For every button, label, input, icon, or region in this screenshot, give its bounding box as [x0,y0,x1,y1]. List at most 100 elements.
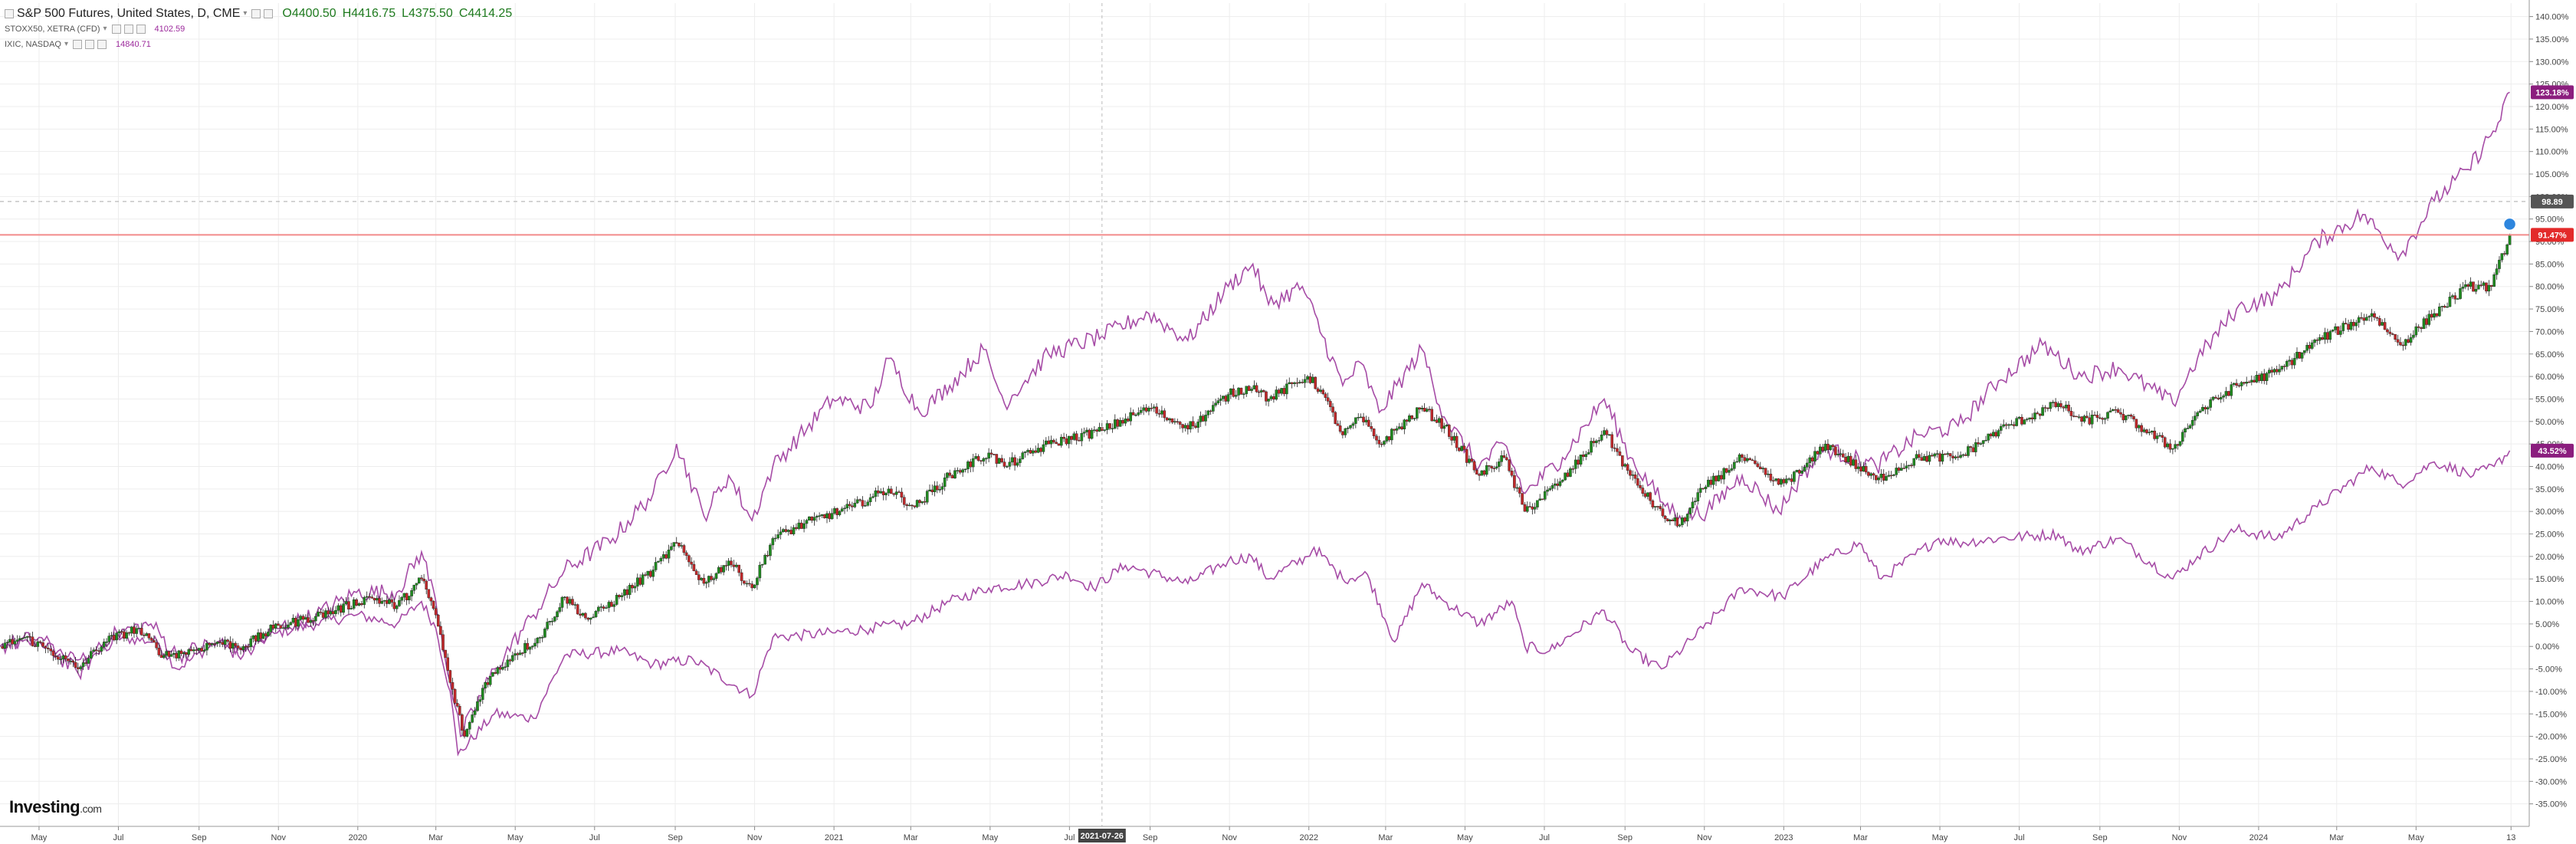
candle [110,635,113,636]
candle [1426,409,1429,412]
y-tick-label: -15.00% [2535,710,2567,719]
candle [2420,327,2423,329]
candle [1003,461,1006,467]
candle [8,639,11,642]
candle [1252,385,1256,389]
candle [987,452,990,459]
candle [1577,459,1580,465]
candle [1907,465,1911,466]
candle [257,632,260,642]
candle [710,576,713,580]
candle [648,570,652,577]
candle [1470,458,1474,462]
candle [378,598,381,604]
chevron-down-icon[interactable]: ▾ [64,40,68,48]
candle [1285,383,1288,395]
candle [1971,447,1975,452]
candle [1124,419,1127,424]
eye-icon[interactable] [111,25,121,34]
candle [843,507,846,510]
candle [455,703,459,707]
candle [2321,337,2324,340]
candle [877,490,880,494]
collapse-icon[interactable] [5,9,14,18]
candle [835,508,838,515]
eye-icon[interactable] [73,40,82,49]
candle [1758,466,1762,470]
candle [504,666,507,668]
candle [556,611,559,617]
candle [2286,361,2289,367]
candle [958,470,962,473]
close-icon[interactable] [136,25,146,34]
y-tick-label: 5.00% [2535,620,2559,629]
candle [1810,457,1814,461]
candle [317,611,320,617]
candle [1513,475,1516,488]
candle [291,618,295,623]
investing-logo[interactable]: Investing.com [9,797,102,817]
close-icon[interactable] [97,40,107,49]
candle [2381,322,2384,326]
candle [376,598,379,601]
candle [887,488,891,494]
candle [1121,420,1124,424]
candle [838,511,842,515]
candle [1533,507,1537,510]
candle [1859,466,1862,471]
value-badge: 123.18% [2535,88,2569,97]
candle [1129,412,1132,422]
candle [776,534,779,539]
candle [155,642,158,649]
y-tick-label: 40.00% [2535,462,2565,471]
candle [1554,483,1557,486]
legend-low: L4375.50 [402,7,453,20]
candle [103,642,106,647]
candle [1787,478,1790,480]
legend-series2-row: STOXX50, XETRA (CFD) ▾ 4102.59 [5,21,512,37]
candle [1319,389,1322,392]
candle [1816,451,1820,455]
candle [1316,388,1320,392]
settings-icon[interactable] [85,40,94,49]
candle [1603,430,1606,435]
y-axis[interactable]: 140.00%135.00%130.00%125.00%120.00%115.0… [2528,0,2574,826]
close-icon[interactable] [264,9,274,18]
x-tick-label: Sep [1143,833,1158,842]
candle [1508,459,1511,471]
settings-icon[interactable] [123,25,133,34]
candle [936,485,939,491]
candle [2069,411,2073,416]
candle [2479,284,2482,286]
candle [2124,415,2128,421]
candle [1103,429,1107,431]
candle [866,501,870,506]
candle [930,489,934,492]
candle [2377,318,2381,326]
candle [1298,382,1301,383]
candle [2300,352,2304,359]
candle [57,656,60,660]
candle [2129,415,2133,417]
x-axis[interactable]: May Jul Sep Nov 2020 Mar May Jul Sep Nov 2021 Mar Ma… [0,826,2529,842]
candle [2140,425,2143,432]
chevron-down-icon[interactable]: ▾ [243,9,248,18]
candle [1733,461,1736,469]
candle [473,710,477,715]
candle [792,527,796,534]
candle [1450,436,1453,441]
candle [47,648,50,649]
chevron-down-icon[interactable]: ▾ [103,25,107,33]
candle [2015,418,2018,426]
candle [1948,453,1952,457]
candle [149,638,153,641]
candle [1387,436,1391,441]
candle [380,601,384,604]
candle [2482,282,2486,286]
candle [1080,433,1084,442]
candle [115,632,118,641]
candle [2438,307,2441,317]
settings-icon[interactable] [251,9,261,18]
candle [2357,317,2361,323]
